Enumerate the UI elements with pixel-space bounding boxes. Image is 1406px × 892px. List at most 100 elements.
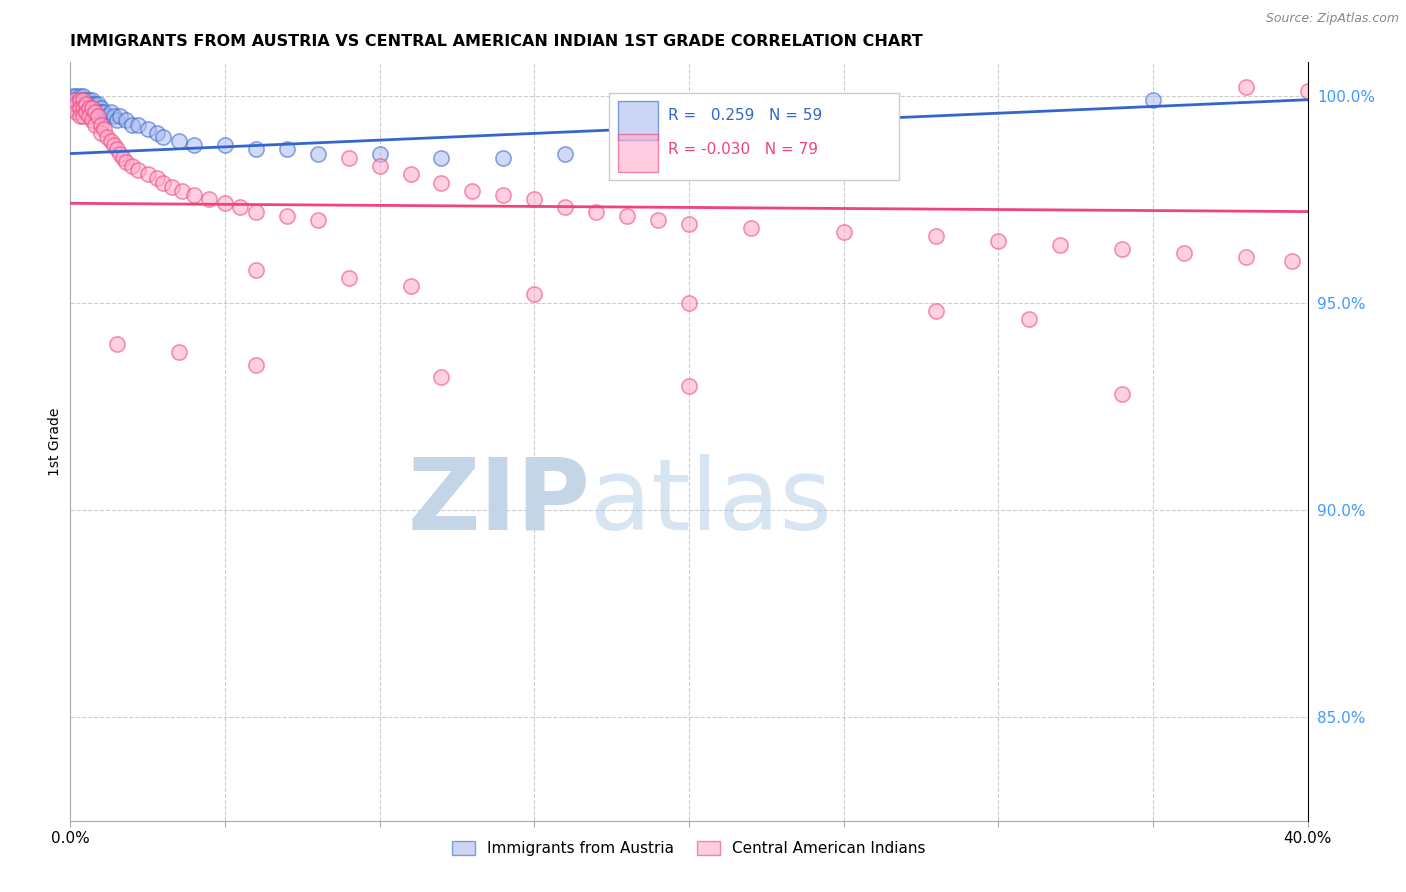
Point	[62, 93, 84, 107]
Point	[87, 109, 110, 123]
Point	[770, 134, 793, 148]
Point	[62, 96, 84, 111]
Point	[523, 192, 546, 206]
Point	[1111, 387, 1133, 401]
Point	[399, 167, 422, 181]
Text: Source: ZipAtlas.com: Source: ZipAtlas.com	[1265, 12, 1399, 25]
Point	[1173, 246, 1195, 260]
Point	[62, 93, 84, 107]
Point	[96, 109, 118, 123]
Point	[115, 113, 138, 128]
Point	[1296, 85, 1319, 99]
Point	[152, 176, 174, 190]
Point	[183, 138, 205, 153]
Point	[65, 96, 87, 111]
Legend: Immigrants from Austria, Central American Indians: Immigrants from Austria, Central America…	[446, 835, 932, 863]
Point	[925, 229, 948, 244]
Point	[523, 287, 546, 301]
Point	[678, 378, 700, 392]
Point	[72, 96, 94, 111]
Point	[492, 151, 515, 165]
Point	[93, 121, 115, 136]
Point	[136, 121, 159, 136]
Point	[740, 221, 762, 235]
Point	[368, 159, 391, 173]
Point	[69, 109, 91, 123]
Point	[105, 113, 128, 128]
Point	[647, 213, 669, 227]
Point	[399, 279, 422, 293]
Point	[276, 143, 298, 157]
Point	[1111, 242, 1133, 256]
Point	[72, 88, 94, 103]
Point	[554, 146, 576, 161]
FancyBboxPatch shape	[619, 102, 658, 140]
Point	[84, 105, 107, 120]
Point	[1018, 312, 1040, 326]
Point	[167, 345, 190, 359]
Point	[616, 209, 638, 223]
Point	[1049, 237, 1071, 252]
Point	[121, 118, 143, 132]
Point	[127, 118, 149, 132]
Point	[69, 101, 91, 115]
Point	[1234, 250, 1257, 264]
Point	[77, 101, 100, 115]
Point	[80, 96, 103, 111]
Point	[75, 96, 97, 111]
Point	[245, 262, 267, 277]
Point	[90, 118, 112, 132]
Point	[554, 201, 576, 215]
Point	[62, 93, 84, 107]
Point	[72, 101, 94, 115]
Text: R =   0.259   N = 59: R = 0.259 N = 59	[668, 108, 823, 123]
Point	[678, 138, 700, 153]
Point	[75, 96, 97, 111]
Point	[84, 118, 107, 132]
Point	[1234, 80, 1257, 95]
Text: R = -0.030   N = 79: R = -0.030 N = 79	[668, 142, 818, 157]
Point	[1281, 254, 1303, 268]
Point	[136, 167, 159, 181]
Point	[832, 225, 855, 239]
Point	[105, 337, 128, 351]
Text: atlas: atlas	[591, 454, 831, 550]
Point	[72, 109, 94, 123]
Point	[183, 188, 205, 202]
Point	[115, 154, 138, 169]
Point	[103, 138, 125, 153]
Point	[276, 209, 298, 223]
Point	[152, 130, 174, 145]
Point	[461, 184, 484, 198]
Point	[146, 171, 169, 186]
Point	[198, 192, 221, 206]
Point	[214, 196, 236, 211]
Point	[80, 101, 103, 115]
Point	[62, 96, 84, 111]
Point	[245, 204, 267, 219]
Point	[925, 304, 948, 318]
Point	[162, 179, 184, 194]
Point	[72, 101, 94, 115]
Point	[229, 201, 252, 215]
Point	[100, 134, 122, 148]
Point	[84, 105, 107, 120]
Point	[678, 295, 700, 310]
Point	[90, 101, 112, 115]
Point	[93, 105, 115, 120]
Point	[75, 105, 97, 120]
Point	[69, 96, 91, 111]
Point	[96, 130, 118, 145]
Text: ZIP: ZIP	[408, 454, 591, 550]
Point	[616, 143, 638, 157]
Point	[90, 105, 112, 120]
Point	[430, 176, 453, 190]
Point	[100, 105, 122, 120]
Point	[72, 93, 94, 107]
Point	[80, 113, 103, 128]
Point	[105, 143, 128, 157]
Point	[170, 184, 193, 198]
Point	[84, 96, 107, 111]
Point	[167, 134, 190, 148]
Point	[75, 93, 97, 107]
